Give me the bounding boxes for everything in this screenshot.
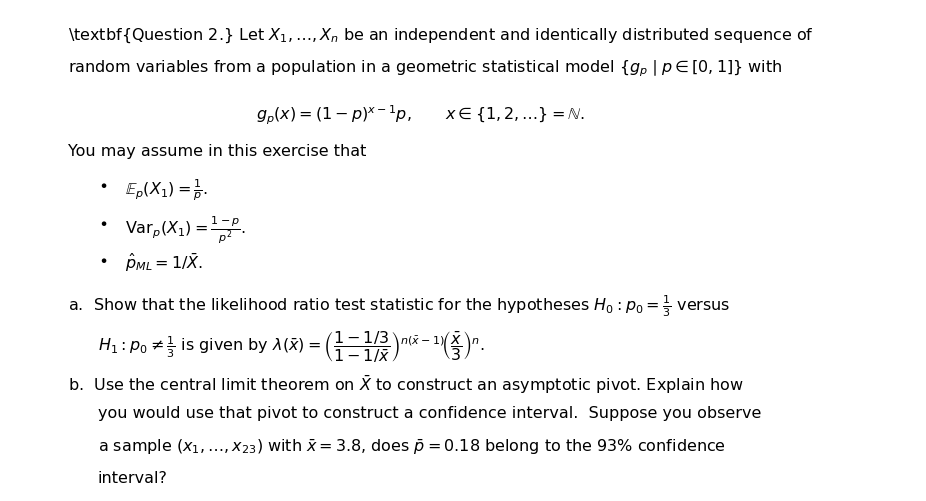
Text: \textbf{Question 2.} Let $X_1, \ldots, X_n$ be an independent and identically di: \textbf{Question 2.} Let $X_1, \ldots, X… [69,26,814,45]
Text: You may assume in this exercise that: You may assume in this exercise that [69,143,367,158]
Text: $H_1 : p_0 \neq \frac{1}{3}$ is given by $\lambda(\bar{x}) = \left(\dfrac{1-1/3}: $H_1 : p_0 \neq \frac{1}{3}$ is given by… [98,329,484,364]
Text: b.  Use the central limit theorem on $\bar{X}$ to construct an asymptotic pivot.: b. Use the central limit theorem on $\ba… [69,373,745,395]
Text: $\bullet$: $\bullet$ [98,252,107,267]
Text: $g_p(x) = (1-p)^{x-1}p, \qquad x \in \{1,2,\ldots\} = \mathbb{N}.$: $g_p(x) = (1-p)^{x-1}p, \qquad x \in \{1… [256,104,584,127]
Text: $\mathrm{Var}_p(X_1) = \frac{1-p}{p^2}.$: $\mathrm{Var}_p(X_1) = \frac{1-p}{p^2}.$ [125,214,246,246]
Text: random variables from a population in a geometric statistical model $\{g_p \mid : random variables from a population in a … [69,59,783,79]
Text: $\mathbb{E}_p(X_1) = \frac{1}{p}.$: $\mathbb{E}_p(X_1) = \frac{1}{p}.$ [125,177,208,202]
Text: $\bullet$: $\bullet$ [98,177,107,192]
Text: $\hat{p}_{ML} = 1/\bar{X}.$: $\hat{p}_{ML} = 1/\bar{X}.$ [125,252,204,274]
Text: you would use that pivot to construct a confidence interval.  Suppose you observ: you would use that pivot to construct a … [98,405,761,420]
Text: $\bullet$: $\bullet$ [98,214,107,229]
Text: a sample $(x_1, \ldots, x_{23})$ with $\bar{x} = 3.8$, does $\bar{p} = 0.18$ bel: a sample $(x_1, \ldots, x_{23})$ with $\… [98,437,726,456]
Text: interval?: interval? [98,470,168,484]
Text: a.  Show that the likelihood ratio test statistic for the hypotheses $H_0 : p_0 : a. Show that the likelihood ratio test s… [69,293,731,319]
